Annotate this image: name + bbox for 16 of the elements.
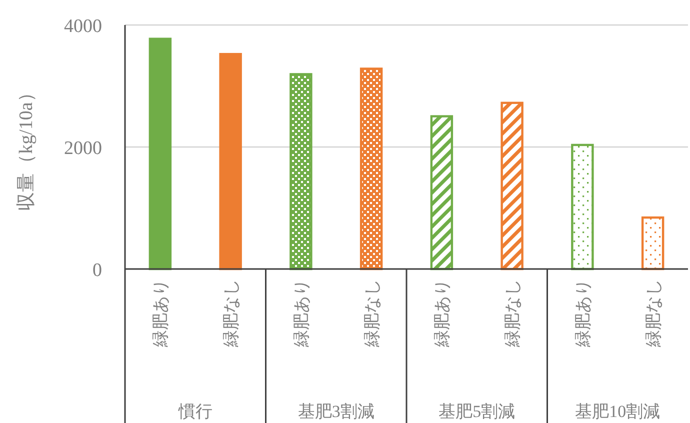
ylabel: 収量（kg/10a） [16, 83, 37, 211]
annotation: 基肥3割減 [298, 402, 374, 421]
xtick: 緑肥なし [362, 279, 382, 347]
xtick: 緑肥あり [432, 279, 452, 347]
xtick: 緑肥あり [292, 279, 311, 347]
annotation: 基肥5割減 [438, 402, 516, 421]
ytick: 4000 [64, 16, 102, 37]
annotation: 慣行 [178, 402, 212, 421]
ytick: 2000 [64, 138, 102, 159]
xtick: 緑肥あり [151, 279, 170, 347]
xtick: 緑肥なし [644, 279, 663, 347]
ytick: 0 [92, 260, 102, 281]
annotation: 基肥10割減 [575, 402, 660, 421]
xtick: 緑肥なし [222, 279, 241, 347]
xtick: 緑肥あり [573, 279, 592, 347]
xtick: 緑肥なし [503, 279, 522, 347]
